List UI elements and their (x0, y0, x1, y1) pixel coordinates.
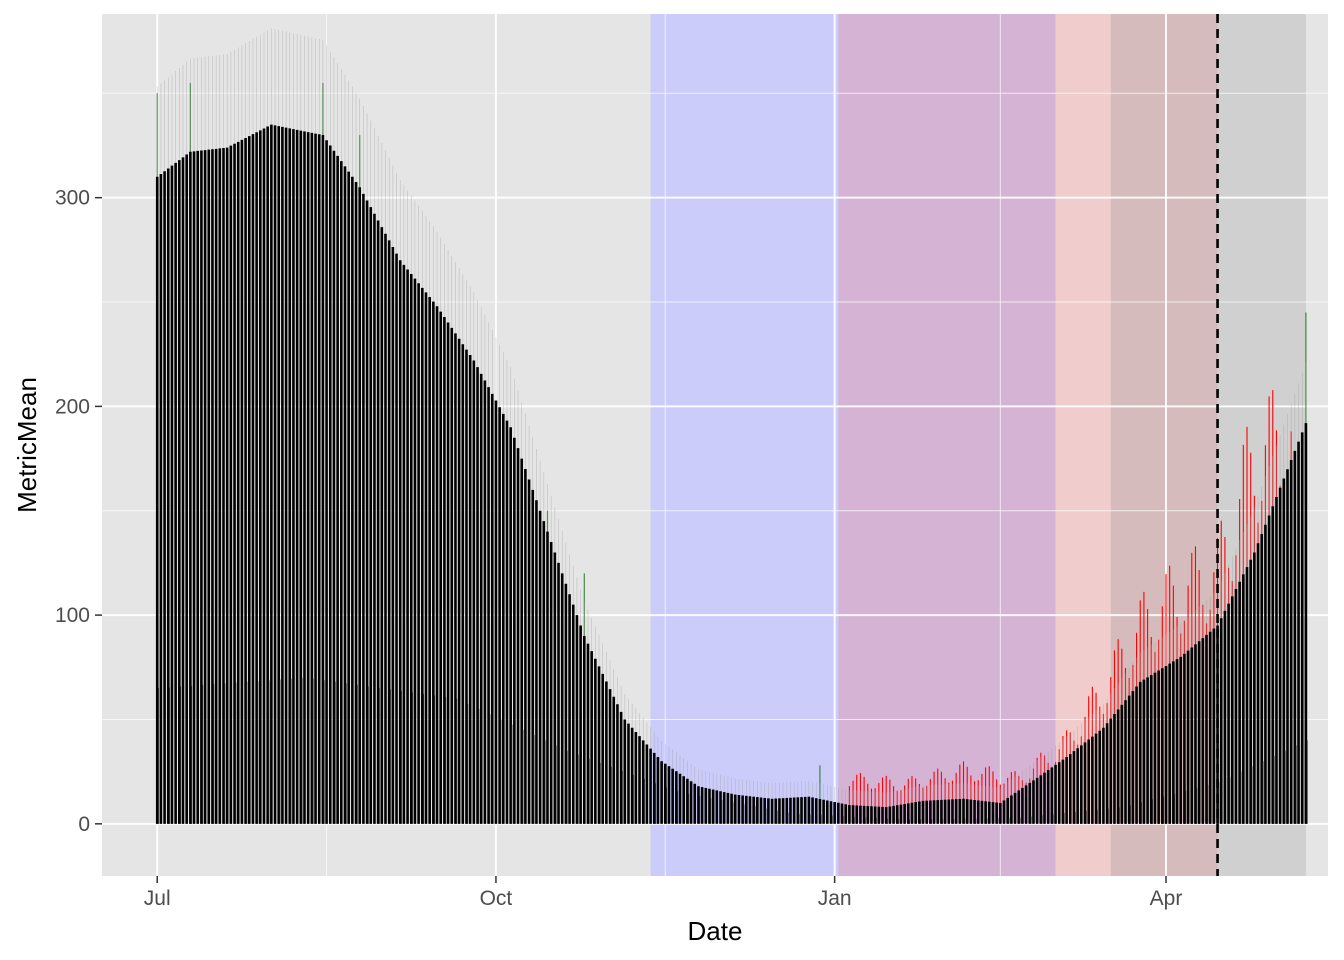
shaded-period-1 (650, 14, 839, 876)
y-tick-label: 0 (78, 813, 90, 836)
x-axis-title: Date (688, 916, 743, 946)
x-tick-label: Jan (818, 887, 852, 910)
y-tick-label: 100 (55, 604, 90, 627)
x-tick-label: Jul (144, 887, 171, 910)
y-axis-title: MetricMean (12, 377, 42, 513)
axes: 0 100 200 300 Jul Oct Jan Apr (55, 187, 1182, 910)
data-marks (155, 28, 1308, 824)
y-tick-label: 300 (55, 187, 90, 210)
x-tick-label: Oct (480, 887, 513, 910)
y-tick-label: 200 (55, 395, 90, 418)
shaded-period-2 (838, 14, 1056, 876)
x-tick-label: Apr (1150, 887, 1183, 910)
shaded-period-3 (1055, 14, 1111, 876)
